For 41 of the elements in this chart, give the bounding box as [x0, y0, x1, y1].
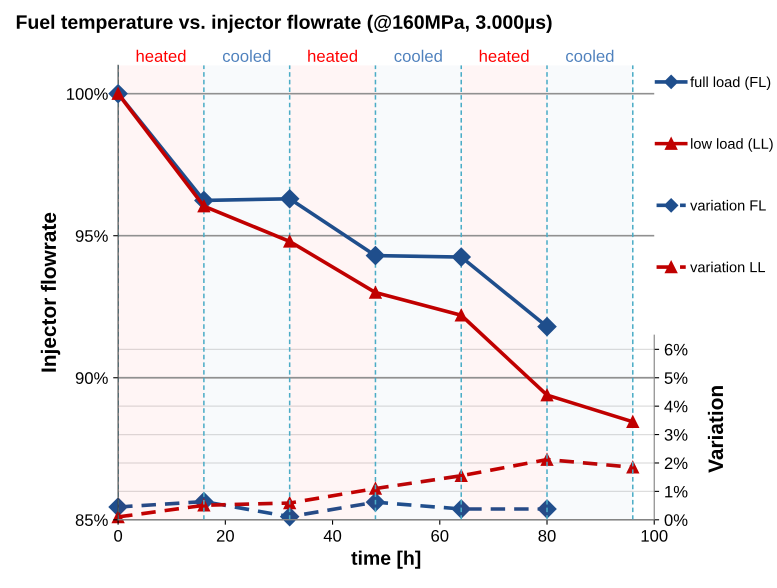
x-tick-label: 60 — [431, 530, 448, 542]
y2-axis-title: Variation — [708, 386, 724, 473]
band-label: cooled — [566, 50, 614, 62]
point — [283, 235, 296, 248]
band-label: heated — [480, 50, 529, 62]
point — [540, 388, 554, 402]
band-label: cooled — [394, 50, 442, 62]
x-tick-label: 40 — [324, 530, 342, 542]
band-label: heated — [136, 50, 186, 62]
band-label: cooled — [222, 50, 270, 62]
y2-tick-label: 5% — [664, 372, 688, 384]
x-axis-title: time [h] — [351, 550, 420, 569]
y2-tick-label: 1% — [665, 486, 688, 498]
point — [198, 200, 210, 212]
x-tick-label: 80 — [538, 530, 556, 542]
y2-tick-label: 4% — [664, 400, 688, 412]
legend-label: variation FL — [690, 200, 766, 211]
legend-label: full load (FL) — [690, 76, 770, 90]
y2-tick-label: 2% — [664, 457, 688, 470]
point — [454, 309, 468, 322]
legend-label: variation LL — [690, 262, 766, 272]
y2-tick-label: 6% — [664, 344, 688, 356]
y-tick-label: 90% — [76, 372, 108, 384]
point — [280, 189, 300, 208]
y2-tick-label: 3% — [664, 428, 688, 441]
point — [626, 416, 640, 428]
y-tick-label: 95% — [76, 230, 108, 242]
x-tick-label: 20 — [216, 530, 234, 542]
y2-tick-label: 0% — [664, 514, 688, 526]
chart-title: Fuel temperature vs. injector flowrate (@160MPa, 3.000µs) — [16, 14, 552, 33]
legend-label: low load (LL) — [691, 138, 773, 152]
point — [452, 247, 471, 267]
x-tick-label: 100 — [642, 530, 668, 542]
point — [366, 246, 385, 266]
y-tick-label: 85% — [76, 514, 108, 526]
x-tick-label: 0 — [114, 530, 122, 542]
point — [537, 317, 557, 336]
y-axis-title: Injector flowrate — [40, 212, 60, 372]
y-tick-label: 100% — [67, 88, 108, 100]
point — [369, 286, 382, 299]
band-label: heated — [308, 50, 357, 62]
